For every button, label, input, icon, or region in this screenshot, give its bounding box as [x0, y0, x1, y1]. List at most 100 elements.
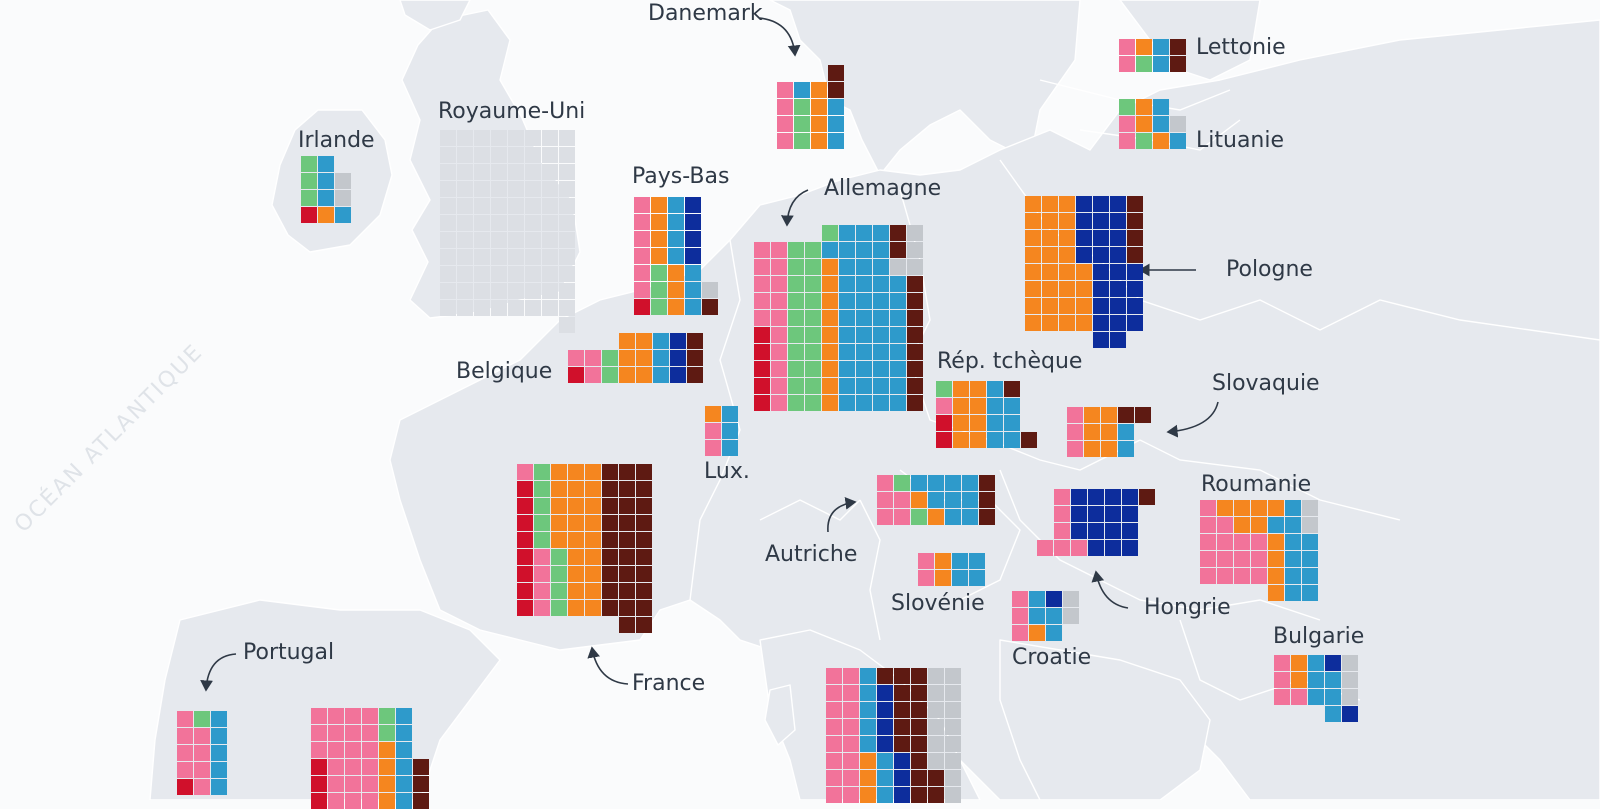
seat-cell — [822, 395, 838, 411]
seat-cell — [1076, 264, 1092, 280]
seat-cell — [177, 745, 193, 761]
seat-cell — [1268, 500, 1284, 516]
seat-cell — [877, 770, 893, 786]
seat-cell — [822, 361, 838, 377]
seat-cell — [194, 745, 210, 761]
seat-cell — [568, 498, 584, 514]
seat-cell — [311, 759, 327, 775]
seat-cell — [911, 509, 927, 525]
label-lettonie: Lettonie — [1196, 35, 1286, 60]
seat-cell — [636, 583, 652, 599]
seat-cell — [585, 549, 601, 565]
seat-cell — [890, 361, 906, 377]
seat-cell — [928, 475, 944, 491]
seat-cell — [953, 415, 969, 431]
label-royaume-uni: Royaume-Uni — [438, 99, 586, 124]
seat-cell — [525, 283, 541, 299]
seat-cell — [1119, 39, 1135, 55]
seat-cell — [636, 464, 652, 480]
seat-cell — [860, 787, 876, 803]
seat-cell — [1234, 517, 1250, 533]
seat-cell — [822, 225, 838, 241]
seat-cell — [702, 299, 718, 315]
seat-cell — [585, 464, 601, 480]
seat-cell — [771, 395, 787, 411]
seat-cell — [1127, 298, 1143, 314]
seat-cell — [839, 276, 855, 292]
seat-cell — [856, 276, 872, 292]
seat-cell — [1004, 381, 1020, 397]
seat-cell — [517, 549, 533, 565]
seat-cell — [491, 164, 507, 180]
seat-cell — [1042, 315, 1058, 331]
seat-cell — [474, 198, 490, 214]
seat-cell — [362, 776, 378, 792]
seat-cell — [379, 759, 395, 775]
seat-cell — [1059, 298, 1075, 314]
seat-cell — [542, 249, 558, 265]
seat-cell — [345, 793, 361, 809]
seat-cell — [1127, 247, 1143, 263]
seat-cell — [1059, 264, 1075, 280]
seat-cell — [491, 181, 507, 197]
seat-cell — [619, 583, 635, 599]
seat-cell — [508, 266, 524, 282]
seat-cell — [396, 793, 412, 809]
seat-cell — [805, 259, 821, 275]
seat-cell — [457, 130, 473, 146]
seat-cell — [1127, 264, 1143, 280]
seat-cell — [771, 242, 787, 258]
seat-cell — [534, 600, 550, 616]
seat-cell — [873, 395, 889, 411]
seat-cell — [634, 299, 650, 315]
seat-cell — [362, 725, 378, 741]
seat-cell — [722, 406, 738, 422]
seat-cell — [1025, 213, 1041, 229]
seat-cell — [585, 481, 601, 497]
seat-cell — [1071, 506, 1087, 522]
seat-cell — [911, 770, 927, 786]
seat-cell — [839, 395, 855, 411]
seat-cell — [568, 481, 584, 497]
seat-cell — [987, 398, 1003, 414]
seat-cell — [873, 242, 889, 258]
seat-cell — [335, 207, 351, 223]
seat-cell — [928, 736, 944, 752]
seat-cell — [508, 283, 524, 299]
seat-cell — [828, 116, 844, 132]
seat-cell — [877, 719, 893, 735]
seat-cell — [211, 745, 227, 761]
seat-cell — [788, 361, 804, 377]
seat-cell — [474, 147, 490, 163]
seat-cell — [335, 173, 351, 189]
seat-cell — [843, 719, 859, 735]
seat-cell — [653, 350, 669, 366]
seat-cell — [911, 475, 927, 491]
seat-cell — [311, 725, 327, 741]
seat-cell — [1153, 56, 1169, 72]
seat-cell — [1025, 230, 1041, 246]
seat-cell — [1088, 489, 1104, 505]
seat-cell — [1076, 213, 1092, 229]
seat-cell — [1325, 706, 1341, 722]
seat-cell — [396, 759, 412, 775]
label-croatie: Croatie — [1012, 645, 1092, 670]
seat-cell — [935, 553, 951, 569]
seat-cell — [396, 725, 412, 741]
seat-cell — [328, 725, 344, 741]
seat-cell — [822, 310, 838, 326]
label-irlande: Irlande — [298, 128, 375, 153]
seat-cell — [619, 481, 635, 497]
seat-cell — [474, 215, 490, 231]
seat-cell — [1046, 625, 1062, 641]
seat-cell — [1308, 655, 1324, 671]
seat-cell — [890, 276, 906, 292]
seat-cell — [911, 719, 927, 735]
seat-cell — [754, 378, 770, 394]
seat-cell — [440, 283, 456, 299]
seat-cell — [687, 350, 703, 366]
seat-cell — [1251, 551, 1267, 567]
seat-cell — [525, 232, 541, 248]
seat-cell — [379, 776, 395, 792]
seat-cell — [890, 378, 906, 394]
